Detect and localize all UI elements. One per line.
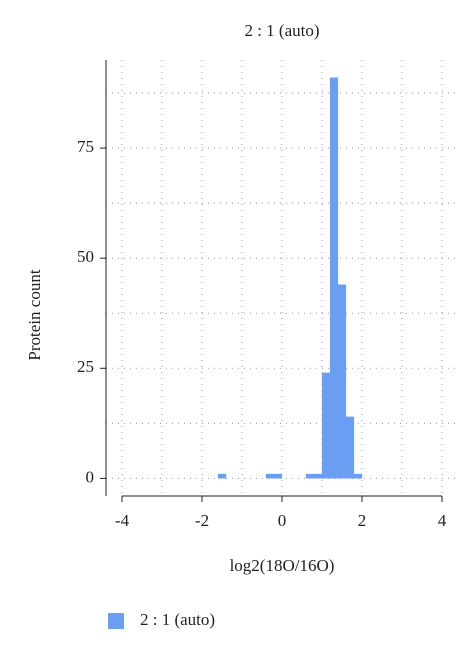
bar — [329, 77, 339, 479]
y-tick-label: 50 — [77, 247, 94, 266]
y-tick-label: 0 — [86, 467, 95, 486]
x-tick-label: -4 — [115, 511, 130, 530]
bar — [265, 473, 275, 479]
legend-swatch — [108, 613, 124, 629]
bar — [345, 416, 355, 479]
bar — [321, 372, 331, 479]
chart-title: 2 : 1 (auto) — [244, 21, 319, 40]
x-axis-label: log2(18O/16O) — [230, 556, 335, 575]
y-tick-label: 25 — [77, 357, 94, 376]
y-axis-label: Protein count — [25, 269, 44, 360]
x-tick-label: 2 — [358, 511, 367, 530]
x-tick-label: 0 — [278, 511, 287, 530]
legend-label: 2 : 1 (auto) — [140, 610, 215, 629]
bar — [313, 473, 323, 479]
x-tick-label: 4 — [438, 511, 447, 530]
bar — [305, 473, 315, 479]
bar — [353, 473, 363, 479]
bar — [337, 284, 347, 479]
y-tick-label: 75 — [77, 137, 94, 156]
bar — [273, 473, 283, 479]
bar — [217, 473, 227, 479]
x-tick-label: -2 — [195, 511, 209, 530]
